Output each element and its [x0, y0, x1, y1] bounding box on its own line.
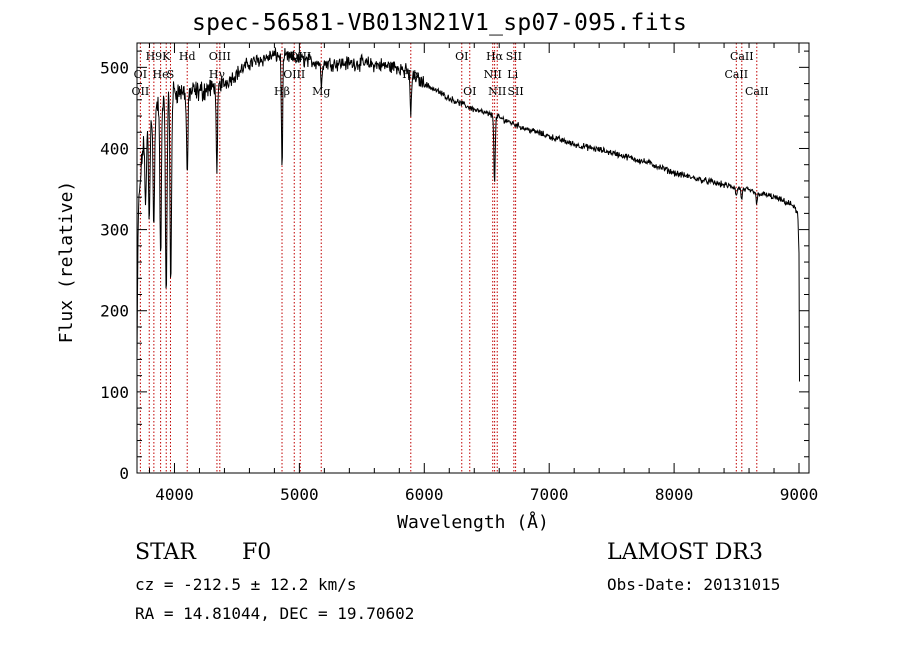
line-label-17: CaII: [724, 68, 748, 81]
line-label-12: Hγ: [209, 68, 226, 81]
x-tick-label-2: 6000: [405, 485, 444, 504]
y-tick-label-3: 300: [100, 221, 129, 240]
chart-title: spec-56581-VB013N21V1_sp07-095.fits: [192, 10, 688, 36]
y-tick-label-2: 200: [100, 302, 129, 321]
ra-dec: RA = 14.81044, DEC = 19.70602: [135, 604, 415, 623]
line-label-6: Hα: [486, 50, 504, 63]
axis-ticks-group: 4000 5000 6000 7000 8000 9000 0 100 200 300 400 500: [100, 43, 818, 504]
y-axis-label: Flux (relative): [56, 181, 77, 344]
line-label-24: CaII: [745, 85, 769, 98]
x-tick-label-4: 8000: [655, 485, 694, 504]
line-label-23: SII: [507, 85, 523, 98]
line-label-5: OI: [455, 50, 468, 63]
line-label-20: Mg: [312, 85, 330, 98]
plot-frame: [136, 42, 810, 474]
line-label-15: NII: [484, 68, 502, 81]
x-tick-label-1: 5000: [280, 485, 319, 504]
line-label-13: OIII: [283, 68, 305, 81]
y-tick-label-5: 500: [100, 58, 129, 77]
line-label-1: K: [162, 50, 171, 63]
line-label-7: SII: [506, 50, 522, 63]
spectrum-line: [136, 47, 800, 382]
line-label-0: H9: [146, 50, 163, 63]
subclass: F0: [242, 540, 272, 565]
class-type: STAR: [135, 540, 196, 565]
line-label-18: OII: [132, 85, 150, 98]
line-label-16: Li: [507, 68, 518, 81]
x-tick-label-5: 9000: [780, 485, 819, 504]
y-tick-label-0: 0: [119, 464, 129, 483]
line-label-2: Hd: [179, 50, 196, 63]
y-tick-label-4: 400: [100, 139, 129, 158]
line-label-22: NII: [488, 85, 506, 98]
line-label-11: S: [167, 68, 175, 81]
line-label-9: OI: [134, 68, 147, 81]
x-tick-label-3: 7000: [530, 485, 569, 504]
x-tick-label-0: 4000: [155, 485, 194, 504]
y-tick-label-1: 100: [100, 383, 129, 402]
line-label-3: OIII: [209, 50, 231, 63]
line-label-8: CaII: [730, 50, 754, 63]
line-label-10: He: [153, 68, 169, 81]
line-markers-group: [139, 43, 758, 473]
line-label-21: OI: [463, 85, 476, 98]
x-axis-label: Wavelength (Å): [397, 511, 549, 533]
redshift-cz: cz = -212.5 ± 12.2 km/s: [135, 575, 357, 594]
line-label-19: Hβ: [274, 85, 290, 98]
observation-date: Obs-Date: 20131015: [607, 575, 781, 594]
survey-name: LAMOST DR3: [607, 540, 763, 565]
